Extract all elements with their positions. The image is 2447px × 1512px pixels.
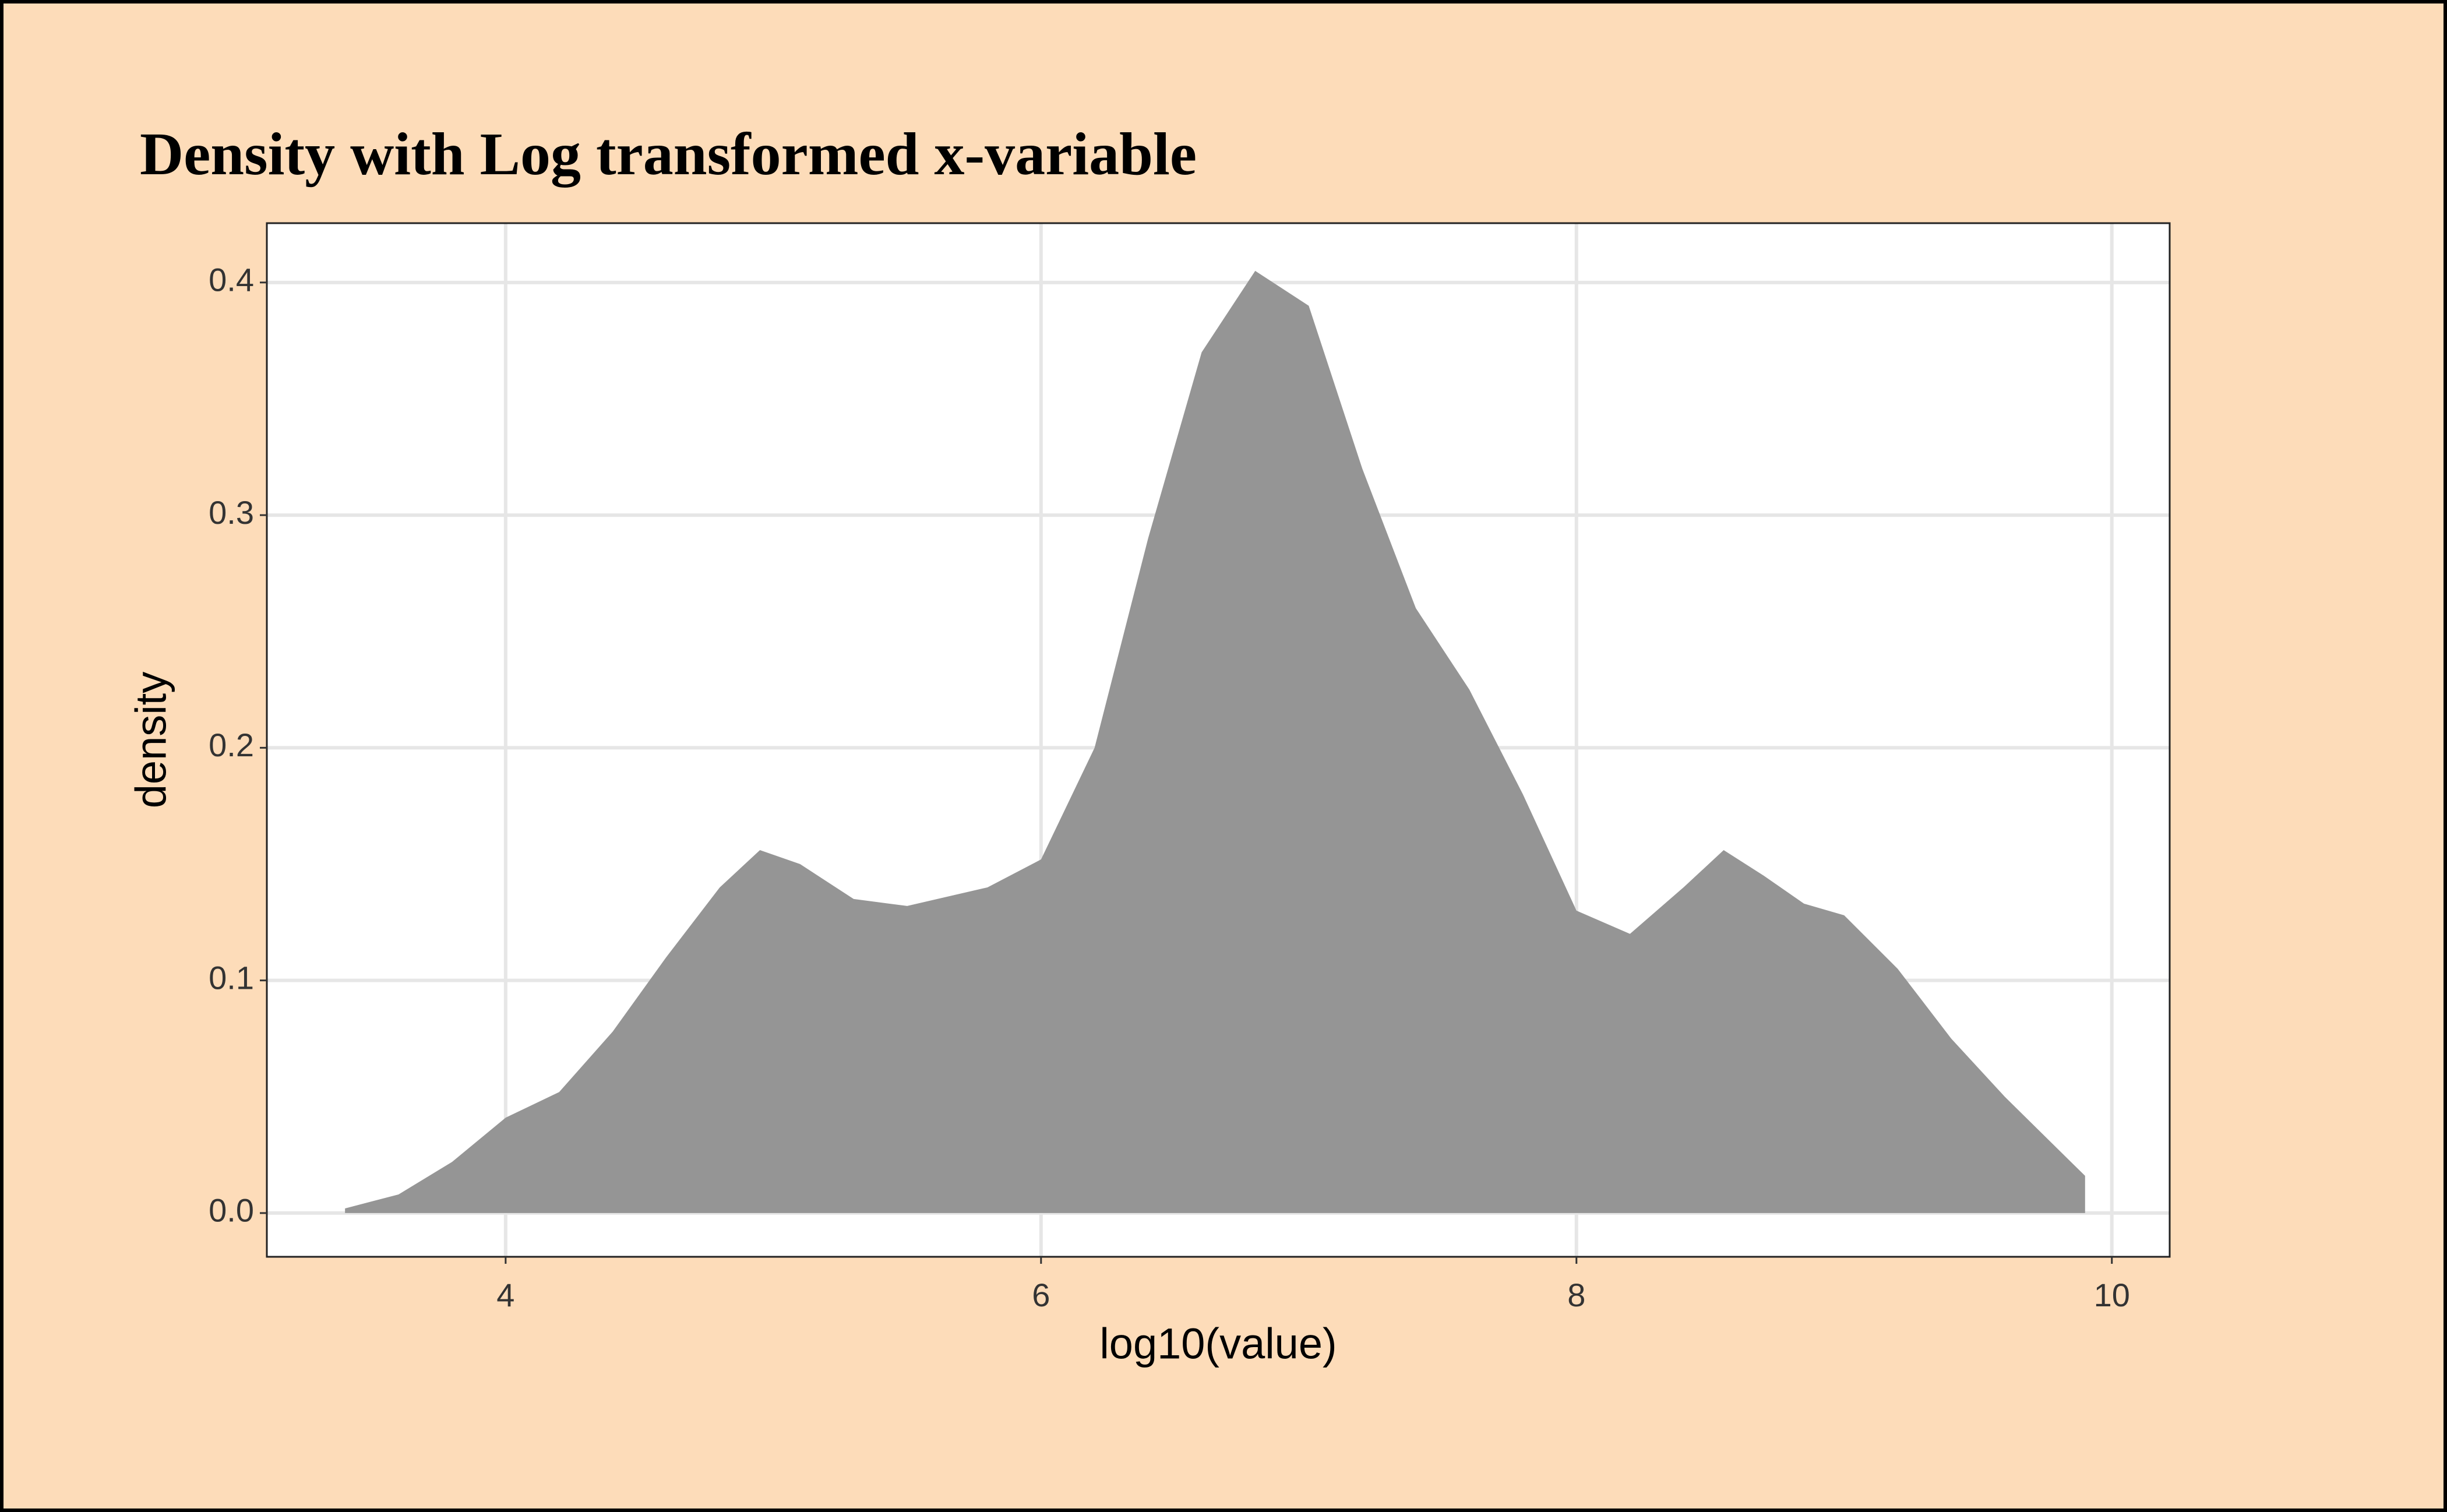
y-tick-label: 0.1 <box>209 959 254 996</box>
density-area <box>345 270 2085 1213</box>
x-axis-title: log10(value) <box>1099 1320 1337 1368</box>
x-tick-label: 4 <box>496 1277 514 1313</box>
x-tick-label: 8 <box>1567 1277 1585 1313</box>
y-tick-label: 0.3 <box>209 494 254 531</box>
x-tick-label: 10 <box>2094 1277 2130 1313</box>
y-axis-title: density <box>127 672 175 808</box>
y-tick-label: 0.0 <box>209 1192 254 1229</box>
chart-title: Density with Log transformed x-variable <box>140 121 1197 188</box>
x-tick-label: 6 <box>1032 1277 1050 1313</box>
y-tick-label: 0.4 <box>209 262 254 298</box>
y-tick-label: 0.2 <box>209 727 254 763</box>
panel-border <box>266 222 2171 1258</box>
